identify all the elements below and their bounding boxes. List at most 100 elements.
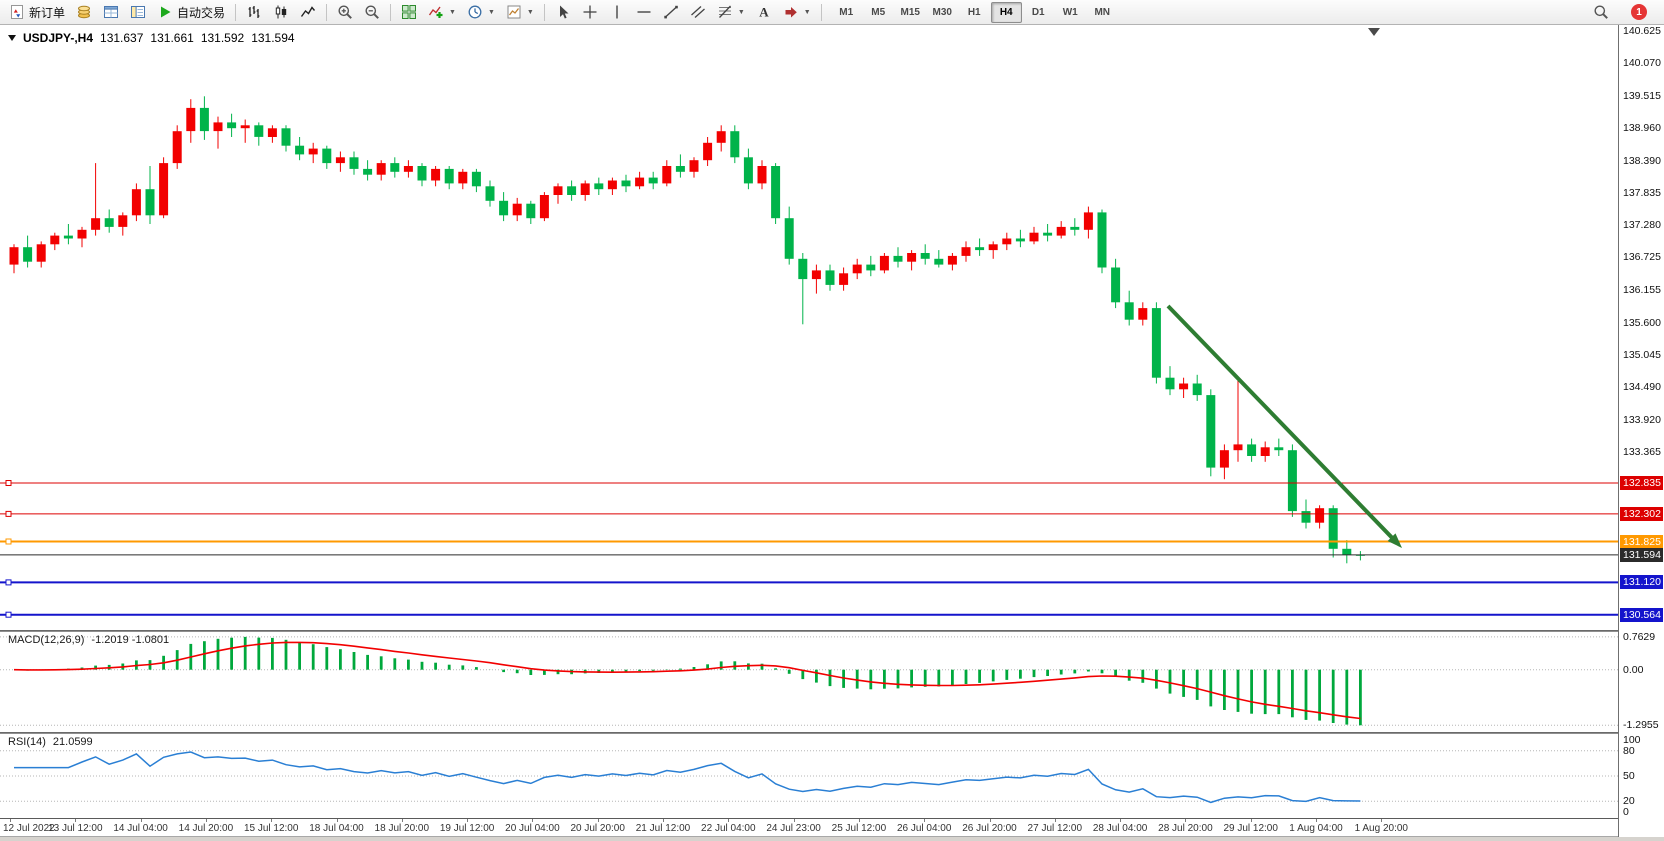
text-icon: A — [759, 5, 769, 20]
candle-body — [1315, 508, 1325, 523]
price-axis-label: 136.725 — [1623, 251, 1661, 264]
macd-name: MACD(12,26,9) — [8, 634, 85, 646]
time-axis-tick — [75, 819, 77, 822]
tile-windows-icon — [402, 5, 417, 19]
time-axis-label: 25 Jul 12:00 — [831, 823, 887, 834]
time-axis[interactable]: 12 Jul 2022 13 Jul 12:00 14 Jul 04:00 14 Ju… — [0, 818, 1618, 837]
text-tool-button[interactable]: A — [751, 2, 777, 23]
indicators-button[interactable]: ▼ — [423, 2, 461, 23]
vertical-line-tool-button[interactable] — [604, 2, 630, 23]
trend-arrow[interactable] — [1166, 304, 1397, 543]
candle-body — [1260, 447, 1270, 456]
timeframe-M1[interactable]: M1 — [839, 6, 854, 18]
toolbar-right-tools: 1 — [1588, 2, 1660, 23]
candle-body — [1301, 511, 1311, 523]
tile-windows-button[interactable] — [396, 2, 422, 23]
time-axis-tick — [1381, 819, 1383, 822]
line-handle[interactable] — [5, 510, 12, 517]
timeframe-MN[interactable]: MN — [1094, 6, 1110, 18]
toolbar-separator — [543, 3, 545, 21]
candle-body — [131, 189, 141, 216]
templates-button[interactable]: ▼ — [501, 2, 539, 23]
fibonacci-tool-button[interactable]: ▼ — [712, 2, 750, 23]
time-axis-tick — [1250, 819, 1252, 822]
candle-body — [1192, 383, 1202, 396]
periods-button[interactable]: ▼ — [462, 2, 500, 23]
timeframe-group: M1 M5 M15 M30 H1 H4 D1 W1 MN — [831, 1, 1118, 23]
price-axis-label: 136.155 — [1623, 284, 1661, 297]
time-axis-tick — [1185, 819, 1187, 822]
candle-body — [879, 255, 889, 271]
cursor-tool-button[interactable] — [550, 2, 576, 23]
candle-body — [240, 125, 250, 129]
trendline-tool-button[interactable] — [658, 2, 684, 23]
candle-body — [1165, 377, 1175, 390]
line-handle[interactable] — [5, 480, 12, 486]
candle-body — [1328, 508, 1338, 549]
new-order-icon — [11, 5, 23, 19]
clock-icon — [468, 5, 482, 19]
new-order-button[interactable]: 新订单 — [4, 2, 70, 23]
candle-body — [1287, 450, 1297, 512]
chart-shift-marker[interactable] — [1368, 28, 1380, 36]
timeframe-M5[interactable]: M5 — [871, 6, 886, 18]
auto-trading-icon — [161, 6, 171, 18]
candle-body — [975, 247, 985, 251]
candle-body — [1151, 308, 1161, 378]
macd-signal-line — [13, 641, 1361, 720]
crosshair-tool-button[interactable] — [577, 2, 603, 23]
main-chart-panel[interactable] — [0, 25, 1618, 630]
vertical-line-icon — [616, 5, 618, 19]
chart-menu-icon[interactable] — [8, 35, 16, 41]
candle-body — [866, 264, 876, 271]
macd-axis-label: 0.00 — [1623, 663, 1644, 676]
bar-chart-button[interactable] — [241, 2, 267, 23]
price-axis[interactable]: 140.625 140.070 139.515 138.960 138.390 137.8… — [1618, 25, 1664, 837]
candle-body — [499, 200, 509, 216]
zoom-out-button[interactable] — [359, 2, 385, 23]
market-watch-button[interactable] — [71, 2, 97, 23]
notifications-button[interactable]: 1 — [1626, 2, 1652, 23]
data-window-button[interactable] — [98, 2, 124, 23]
timeframe-H4[interactable]: H4 — [990, 1, 1022, 23]
timeframe-M15[interactable]: M15 — [900, 6, 920, 18]
candle-body — [1070, 226, 1080, 230]
panel-separator[interactable] — [0, 630, 1664, 632]
channel-tool-button[interactable] — [685, 2, 711, 23]
rsi-panel[interactable] — [0, 734, 1618, 818]
time-axis-label: 15 Jul 12:00 — [243, 823, 299, 834]
timeframe-M30[interactable]: M30 — [932, 6, 952, 18]
candle-body — [1056, 226, 1066, 236]
timeframe-H1[interactable]: H1 — [967, 6, 981, 18]
line-handle[interactable] — [5, 538, 12, 545]
search-button[interactable] — [1588, 2, 1614, 23]
macd-canvas — [0, 636, 1618, 726]
candlestick-chart-button[interactable] — [268, 2, 294, 23]
price-axis-label: 140.070 — [1623, 57, 1661, 70]
auto-trading-button[interactable]: 自动交易 — [152, 2, 230, 23]
candle-body — [254, 125, 264, 137]
timeframe-D1[interactable]: D1 — [1031, 6, 1045, 18]
candle-body — [172, 131, 182, 164]
timeframe-W1[interactable]: W1 — [1062, 6, 1078, 18]
navigator-button[interactable] — [125, 2, 151, 23]
panel-separator[interactable] — [0, 732, 1664, 734]
candle-body — [662, 166, 672, 184]
line-handle[interactable] — [5, 611, 12, 618]
zoom-in-button[interactable] — [332, 2, 358, 23]
line-handle[interactable] — [5, 579, 12, 586]
candle-body — [716, 131, 726, 143]
candle-body — [63, 235, 73, 239]
candle-body — [77, 229, 87, 239]
rsi-name: RSI(14) — [8, 736, 46, 748]
candle-body — [648, 177, 658, 184]
candle-body — [947, 255, 957, 265]
trend-arrow-head[interactable] — [1387, 533, 1402, 548]
candle-body — [730, 131, 740, 158]
arrows-tool-button[interactable]: ▼ — [778, 2, 816, 23]
line-chart-button[interactable] — [295, 2, 321, 23]
macd-panel[interactable] — [0, 632, 1618, 732]
horizontal-line-tool-button[interactable] — [631, 2, 657, 23]
candle-body — [376, 163, 386, 175]
